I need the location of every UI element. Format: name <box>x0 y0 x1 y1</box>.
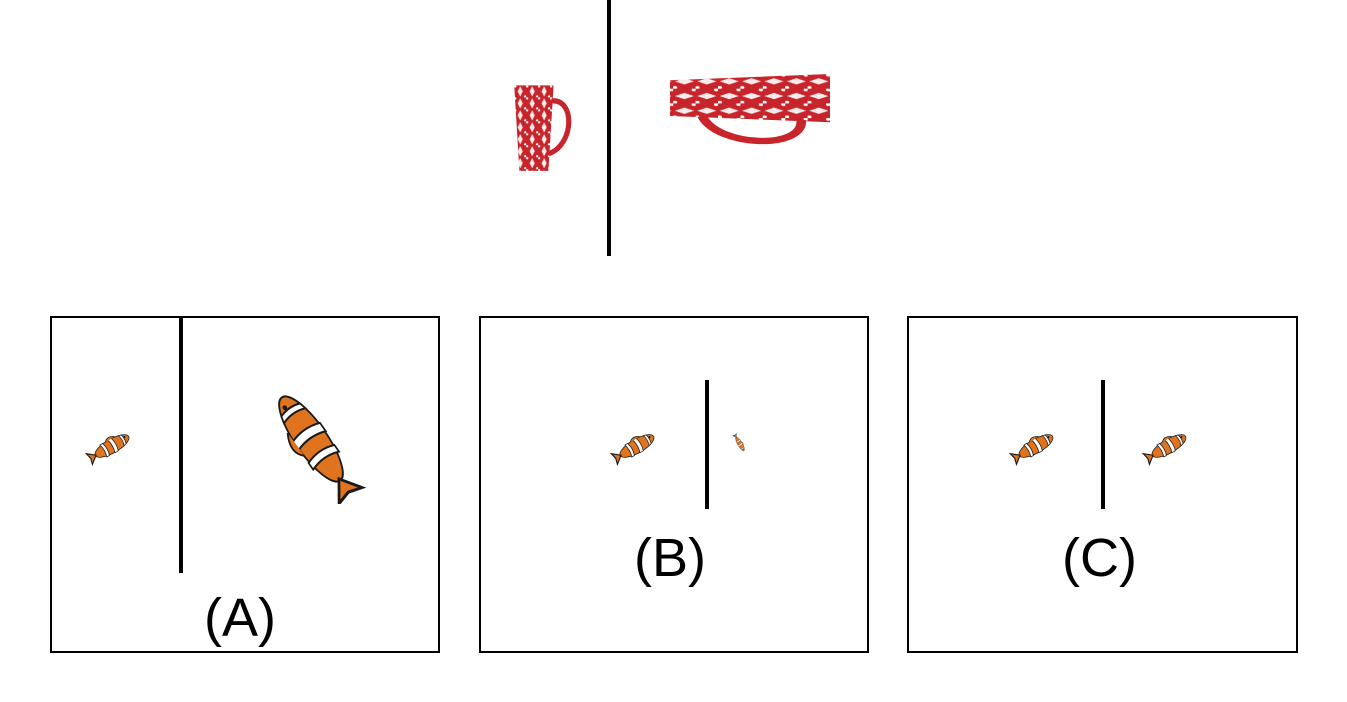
mug-large-rotated-image <box>645 66 835 191</box>
option-c-label: (C) <box>1062 528 1137 588</box>
clownfish-large-rotated-image <box>263 386 366 504</box>
option-b-panel[interactable]: (B) <box>479 316 869 653</box>
clownfish-left-image <box>1008 427 1057 466</box>
divider-line <box>179 318 183 573</box>
option-c-panel[interactable]: (C) <box>907 316 1298 653</box>
option-a-panel[interactable]: (A) <box>50 316 440 653</box>
divider-line <box>1101 380 1105 509</box>
clownfish-right-image <box>1141 427 1190 466</box>
clownfish-small-image <box>609 427 658 466</box>
option-a-label: (A) <box>204 588 276 648</box>
divider-line <box>705 380 709 509</box>
example-pair <box>0 0 1347 260</box>
clownfish-small-image <box>84 427 133 466</box>
clownfish-shrunk-image <box>732 432 747 453</box>
divider-line <box>607 0 611 256</box>
option-b-label: (B) <box>634 528 706 588</box>
mug-small-image <box>514 82 576 176</box>
